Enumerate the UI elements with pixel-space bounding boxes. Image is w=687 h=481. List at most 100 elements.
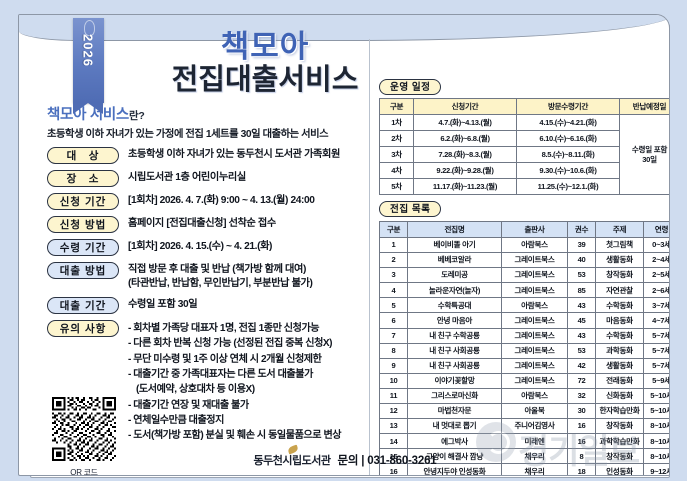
info-row-line: 홈페이지 [전집대출신청] 선착순 접수 bbox=[128, 218, 276, 229]
books-header-cell: 전집명 bbox=[407, 221, 502, 238]
books-cell-0: 4 bbox=[379, 282, 408, 299]
info-label-pill: 신청 방법 bbox=[47, 216, 119, 233]
books-cell-2: 그레이트북스 bbox=[501, 327, 568, 344]
books-table: 구분 전집명 출판사 권수 주제 연령 1 베이비똘 아기 아람북스 39 첫그림책 0~3세 2 베베… bbox=[379, 221, 669, 475]
table-row: 2 베베코알라 그레이트북스 40 생활동화 2~4세 bbox=[379, 252, 669, 269]
service-heading: 책모아 서비스란? bbox=[47, 103, 365, 124]
schedule-cell-visit: 8.5.(수)~8.11.(화) bbox=[516, 146, 620, 163]
qr-block: QR 코드 (홈페이지 신청) bbox=[45, 397, 123, 476]
info-row-text: [1회차] 2026. 4. 15.(수) ~ 4. 21.(화) bbox=[128, 239, 272, 254]
books-cell-4: 마음동화 bbox=[595, 312, 644, 329]
books-cell-3: 45 bbox=[567, 312, 596, 329]
books-cell-3: 8 bbox=[567, 448, 596, 465]
books-cell-0: 12 bbox=[379, 403, 408, 420]
column-divider bbox=[369, 39, 370, 475]
info-row-line: 시립도서관 1층 어린이누리실 bbox=[128, 172, 246, 183]
contact-info: 문의 | 031-860-3261 bbox=[337, 455, 437, 467]
table-row: 1 베이비똘 아기 아람북스 39 첫그림책 0~3세 bbox=[379, 236, 669, 254]
books-cell-4: 자연관찰 bbox=[595, 282, 644, 299]
books-cell-5: 2~5세 bbox=[643, 267, 669, 284]
info-label-pill: 장 소 bbox=[47, 170, 119, 187]
books-cell-0: 10 bbox=[379, 372, 408, 389]
schedule-cell-visit: 4.15.(수)~4.21.(화) bbox=[516, 114, 620, 131]
library-logo: 동두천시립도서관 bbox=[254, 444, 331, 468]
books-cell-2: 미래엔 bbox=[501, 433, 568, 450]
books-cell-5: 9~12세 bbox=[643, 463, 669, 475]
books-cell-1: 그리스로마신화 bbox=[407, 387, 502, 405]
books-cell-3: 30 bbox=[567, 403, 596, 420]
books-cell-2: 아람북스 bbox=[501, 387, 568, 405]
books-cell-3: 43 bbox=[567, 327, 596, 344]
books-cell-0: 7 bbox=[379, 327, 408, 344]
info-label-pill: 대출 기간 bbox=[47, 297, 119, 315]
poster-title-main: 책모아 bbox=[220, 29, 310, 64]
schedule-header-cell: 신청기간 bbox=[413, 98, 517, 115]
info-row-line: [1회차] 2026. 4. 15.(수) ~ 4. 21.(화) bbox=[128, 241, 273, 252]
books-cell-5: 5~10세 bbox=[643, 387, 669, 405]
books-cell-4: 생활동화 bbox=[595, 357, 644, 374]
notice-item: - 회차별 가족당 대표자 1명, 전집 1종만 신청가능 bbox=[128, 323, 320, 335]
schedule-cell-no: 2차 bbox=[379, 130, 414, 147]
service-heading-text: 책모아 서비스 bbox=[47, 107, 129, 123]
info-label-pill: 대출 방법 bbox=[47, 262, 119, 279]
return-note-line1: 수령일 포함 bbox=[631, 145, 668, 155]
books-cell-3: 39 bbox=[567, 236, 596, 254]
qr-code-icon[interactable] bbox=[52, 397, 116, 461]
notice-item: - 다른 회차 반복 신청 가능 (선정된 전집 중복 신청X) bbox=[128, 338, 333, 350]
books-header-cell: 구분 bbox=[379, 221, 408, 238]
books-cell-0: 13 bbox=[379, 418, 408, 435]
notice-item: - 도서(책가방 포함) 분실 및 훼손 시 동일물품으로 변상 bbox=[128, 430, 342, 442]
notice-item: - 무단 미수령 및 1주 이상 연체 시 2개월 신청제한 bbox=[128, 353, 322, 365]
qr-caption: QR 코드 (홈페이지 신청) bbox=[45, 468, 123, 476]
notice-label-pill: 유의 사항 bbox=[47, 320, 119, 338]
info-row-text: 직접 방문 후 대출 및 반납 (책가방 함께 대여) (타관반납, 반납함, 무… bbox=[128, 262, 313, 291]
info-row: 대출 방법 직접 방문 후 대출 및 반납 (책가방 함께 대여) (타관반납, 반… bbox=[47, 262, 365, 291]
schedule-cell-visit: 6.10.(수)~6.16.(화) bbox=[516, 130, 620, 147]
schedule-cell-no: 3차 bbox=[379, 146, 414, 163]
books-cell-3: 53 bbox=[567, 267, 596, 284]
schedule-cell-apply: 7.28.(화)~8.3.(월) bbox=[413, 146, 517, 163]
schedule-table: 구분 신청기간 방문수령기간 반납예정일 1차 4.7.(화)~4.13.(월) 4.15… bbox=[379, 98, 670, 195]
books-cell-3: 42 bbox=[567, 357, 596, 374]
ribbon-clip-icon bbox=[84, 20, 95, 36]
books-cell-4: 수학동화 bbox=[595, 297, 644, 314]
poster-title-block: 책모아 전집대출서비스 bbox=[115, 31, 415, 95]
books-cell-5: 5~9세 bbox=[643, 372, 669, 389]
books-header-cell: 주제 bbox=[595, 221, 644, 238]
books-cell-2: 그레이트북스 bbox=[501, 282, 568, 299]
schedule-cell-apply: 9.22.(화)~9.28.(월) bbox=[413, 162, 517, 179]
info-row-line: 초등학생 이하 자녀가 있는 동두천시 도서관 가족회원 bbox=[128, 149, 340, 160]
books-cell-4: 신화동화 bbox=[595, 387, 644, 405]
info-row-line: 수령일 포함 30일 bbox=[128, 299, 198, 311]
books-cell-1: 베이비똘 아기 bbox=[407, 236, 502, 254]
schedule-cell-apply: 6.2.(화)~6.8.(월) bbox=[413, 130, 517, 147]
books-cell-2: 채우리 bbox=[501, 448, 568, 465]
poster-title-sub: 전집대출서비스 bbox=[171, 63, 359, 96]
books-cell-5: 3~7세 bbox=[643, 297, 669, 314]
poster-sheet: 2026 책모아 전집대출서비스 책모아 서비스란? 초등학생 이하 자녀가 있… bbox=[18, 14, 670, 476]
schedule-row: 4차 9.22.(화)~9.28.(월) 9.30.(수)~10.6.(화) bbox=[379, 162, 670, 179]
right-column: 운영 일정 구분 신청기간 방문수령기간 반납예정일 1차 4.7.(화)~4.13.(… bbox=[379, 77, 670, 475]
info-row-text: 초등학생 이하 자녀가 있는 동두천시 도서관 가족회원 bbox=[128, 147, 340, 162]
books-cell-3: 85 bbox=[567, 282, 596, 299]
books-cell-4: 첫그림책 bbox=[595, 236, 644, 254]
books-cell-1: 마법천자문 bbox=[407, 403, 502, 420]
books-cell-5: 2~4세 bbox=[643, 252, 669, 269]
books-cell-4: 한자학습만화 bbox=[595, 403, 644, 420]
info-row: 대 상 초등학생 이하 자녀가 있는 동두천시 도서관 가족회원 bbox=[47, 147, 365, 164]
info-label-pill: 대 상 bbox=[47, 147, 119, 164]
info-row-line: (타관반납, 반납함, 무인반납기, 부분반납 불가) bbox=[128, 278, 313, 290]
info-row: 장 소 시립도서관 1층 어린이누리실 bbox=[47, 170, 365, 187]
books-cell-2: 그레이트북스 bbox=[501, 372, 568, 389]
books-cell-1: 에그박사 bbox=[407, 433, 502, 450]
books-cell-0: 2 bbox=[379, 252, 408, 269]
schedule-cell-apply: 4.7.(화)~4.13.(월) bbox=[413, 114, 517, 131]
info-row-text: 수령일 포함 30일 bbox=[128, 297, 198, 312]
qr-caption-line1: QR 코드 bbox=[70, 468, 98, 476]
notice-item: - 대출기간 중 가족대표자는 다른 도서 대출불가 bbox=[128, 369, 313, 381]
info-row-text: 홈페이지 [전집대출신청] 선착순 접수 bbox=[128, 216, 276, 231]
